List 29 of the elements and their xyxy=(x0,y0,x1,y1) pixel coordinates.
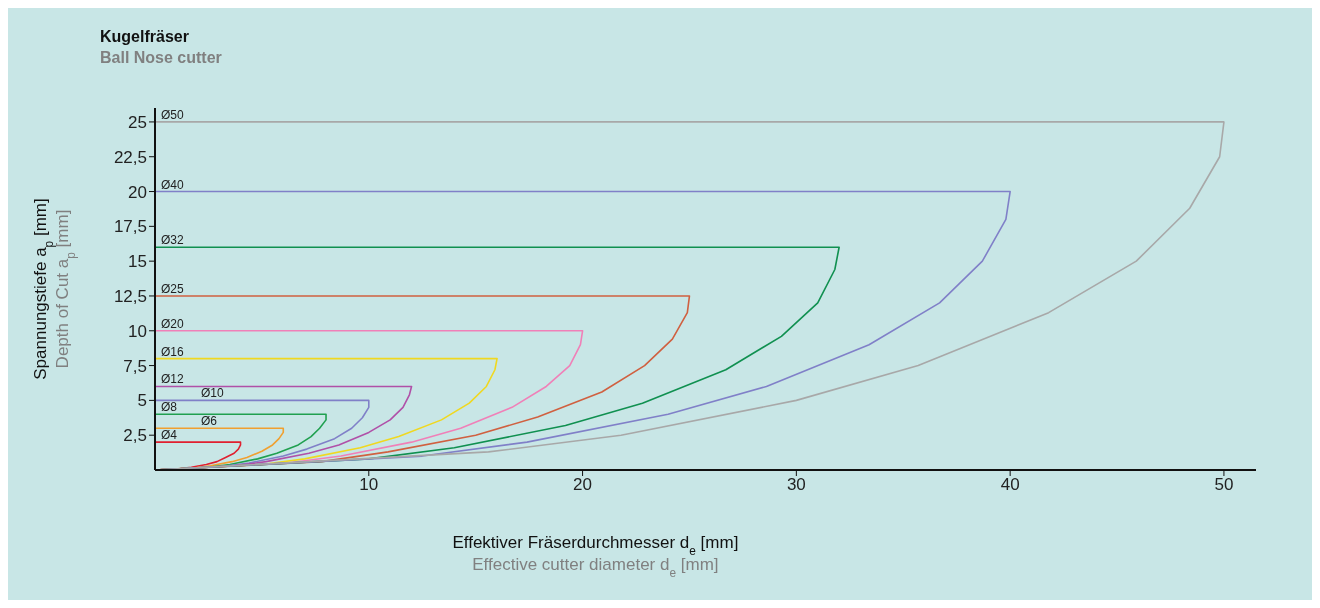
y-tick-label: 20 xyxy=(128,182,147,202)
y-tick-label: 7,5 xyxy=(123,356,147,376)
series-label: Ø12 xyxy=(161,372,185,387)
x-tick-label: 20 xyxy=(573,475,593,495)
y-tick-label: 5 xyxy=(137,391,147,411)
text: Effektiver Fräserdurchmesser d$_{e}$ [mm] Effective cutter diameter d$_{e}$ [mm] xyxy=(452,533,739,580)
series-label: Ø32 xyxy=(161,233,185,248)
series-label: Ø50 xyxy=(161,107,185,122)
x-tick-label: 10 xyxy=(359,475,379,495)
y-tick-label: 17,5 xyxy=(113,217,147,237)
x-tick-label: 50 xyxy=(1214,475,1234,495)
series-label: Ø40 xyxy=(161,177,185,192)
x-tick-label: 30 xyxy=(786,475,806,495)
y-tick-label: 15 xyxy=(128,252,147,272)
series-label: Ø4 xyxy=(161,428,178,443)
y-tick-label: 12,5 xyxy=(113,287,147,306)
y-tick-label: 25 xyxy=(128,112,147,132)
series-label: Ø25 xyxy=(161,281,185,296)
series-label: Ø10 xyxy=(201,386,225,401)
series-label: Ø8 xyxy=(161,400,178,415)
series-label: Ø20 xyxy=(161,316,185,331)
y-tick-label: 22,5 xyxy=(113,147,147,167)
chart-subtitle: Ball Nose cutter xyxy=(100,49,222,67)
series-label: Ø16 xyxy=(161,344,185,359)
x-tick-label: 40 xyxy=(1000,475,1020,495)
y-tick-label: 10 xyxy=(128,321,147,341)
y-tick-label: 2,5 xyxy=(123,426,147,446)
series-label: Ø6 xyxy=(201,414,218,429)
chart-title: Kugelfräser xyxy=(100,28,189,46)
